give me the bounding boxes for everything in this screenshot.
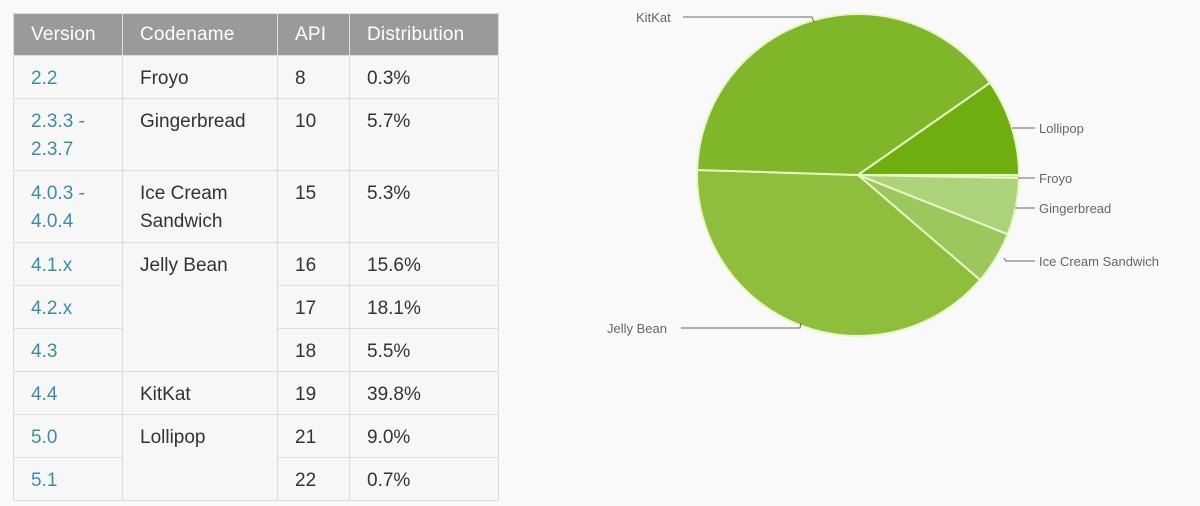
codename-cell: Gingerbread <box>122 98 278 171</box>
version-link[interactable]: 4.4 <box>13 371 123 415</box>
version-link[interactable]: 5.0 <box>13 414 123 458</box>
table-header-row: Version Codename API Distribution <box>13 13 499 56</box>
version-range-start[interactable]: 4.0.3 - <box>31 183 85 204</box>
codename-line-1: Ice Cream <box>140 183 228 204</box>
distribution-cell: 5.7% <box>349 98 499 171</box>
version-link[interactable]: 4.3 <box>13 328 123 372</box>
header-codename: Codename <box>122 13 278 56</box>
kitkat-leader-line <box>683 16 815 23</box>
pie-slice-kitkat <box>696 13 992 176</box>
header-version: Version <box>13 13 123 56</box>
jellybean-leader-line <box>681 322 802 329</box>
version-range-end[interactable]: 4.0.4 <box>31 211 74 232</box>
distribution-table: Version Codename API Distribution 2.2 Fr… <box>13 13 499 501</box>
distribution-cell: 9.0% <box>349 414 499 458</box>
codename-cell: Jelly Bean <box>122 242 278 372</box>
version-link[interactable]: 4.2.x <box>13 285 123 329</box>
label-gingerbread: Gingerbread <box>1039 201 1111 216</box>
table-row: 2.3.3 - 2.3.7 Gingerbread 10 5.7% <box>13 98 499 171</box>
distribution-cell: 0.7% <box>349 457 499 501</box>
api-cell: 19 <box>277 371 350 415</box>
distribution-cell: 18.1% <box>349 285 499 329</box>
api-cell: 18 <box>277 328 350 372</box>
api-cell: 21 <box>277 414 350 458</box>
version-link[interactable]: 5.1 <box>13 457 123 501</box>
table-row: 2.2 Froyo 8 0.3% <box>13 55 499 99</box>
api-cell: 10 <box>277 98 350 171</box>
version-link[interactable]: 2.3.3 - 2.3.7 <box>13 98 123 171</box>
ics-leader-line <box>1003 257 1035 262</box>
version-link[interactable]: 4.1.x <box>13 242 123 286</box>
codename-cell: Froyo <box>122 55 278 99</box>
distribution-cell: 5.5% <box>349 328 499 372</box>
pie-slices <box>696 13 1020 337</box>
label-ics: Ice Cream Sandwich <box>1039 254 1159 269</box>
api-cell: 15 <box>277 170 350 243</box>
distribution-cell: 39.8% <box>349 371 499 415</box>
codename-line-2: Sandwich <box>140 211 223 232</box>
label-froyo: Froyo <box>1039 171 1072 186</box>
header-distribution: Distribution <box>349 13 499 56</box>
table-row: 4.1.x Jelly Bean 16 15.6% <box>13 242 499 372</box>
version-link[interactable]: 2.2 <box>13 55 123 99</box>
distribution-cell: 0.3% <box>349 55 499 99</box>
distribution-cell: 15.6% <box>349 242 499 286</box>
table-row: 5.1 22 0.7% <box>13 457 499 501</box>
pie-slice-jelly-bean <box>696 168 982 337</box>
codename-cell: Ice Cream Sandwich <box>122 170 278 243</box>
table-row: 4.3 18 5.5% <box>13 328 499 372</box>
label-lollipop: Lollipop <box>1039 121 1084 136</box>
codename-cell: KitKat <box>122 371 278 415</box>
label-kitkat: KitKat <box>636 10 671 25</box>
pie-chart: KitKat Lollipop Froyo Gingerbread Ice Cr… <box>607 10 1159 337</box>
table-row: 4.0.3 - 4.0.4 Ice Cream Sandwich 15 5.3% <box>13 170 499 243</box>
api-cell: 16 <box>277 242 350 286</box>
api-cell: 8 <box>277 55 350 99</box>
distribution-cell: 5.3% <box>349 170 499 243</box>
version-link[interactable]: 4.0.3 - 4.0.4 <box>13 170 123 243</box>
callouts <box>681 16 1035 329</box>
api-cell: 22 <box>277 457 350 501</box>
table-row: 4.2.x 17 18.1% <box>13 285 499 329</box>
version-range-start[interactable]: 2.3.3 - <box>31 111 85 132</box>
api-cell: 17 <box>277 285 350 329</box>
table-row: 4.4 KitKat 19 39.8% <box>13 371 499 415</box>
label-jellybean: Jelly Bean <box>607 321 667 336</box>
header-api: API <box>277 13 350 56</box>
version-range-end[interactable]: 2.3.7 <box>31 139 74 160</box>
table-row: 5.0 Lollipop 21 9.0% <box>13 414 499 501</box>
codename-cell: Lollipop <box>122 414 278 501</box>
pie-slice-lollipop <box>857 81 1020 176</box>
